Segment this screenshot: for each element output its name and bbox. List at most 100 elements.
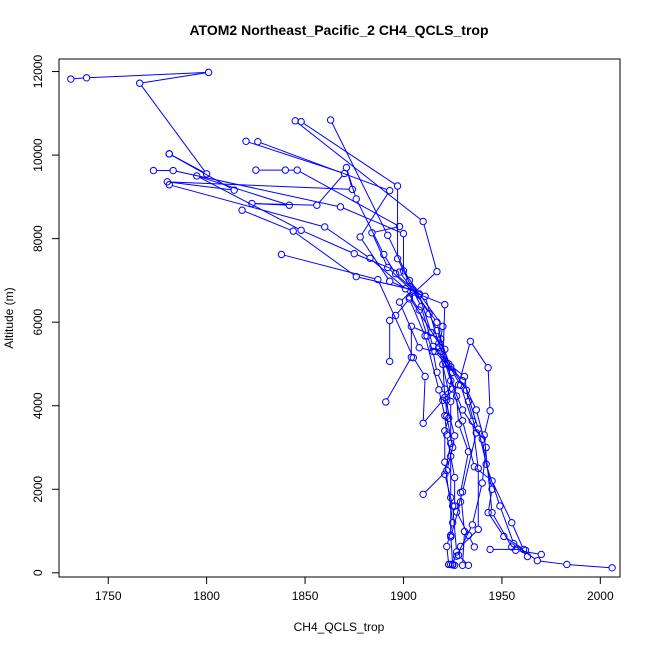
data-point [252, 166, 260, 174]
data-point [439, 322, 447, 331]
data-point [202, 170, 211, 178]
series-segment [425, 338, 439, 387]
data-point [523, 552, 532, 561]
data-point [470, 463, 479, 471]
series-segment [359, 276, 411, 290]
series-segment [400, 304, 419, 345]
y-tick-label: 12000 [31, 55, 45, 89]
y-tick-label: 8000 [31, 225, 45, 252]
data-point [441, 427, 449, 435]
data-point [508, 518, 516, 527]
series-segment [512, 525, 523, 547]
data-point [474, 525, 482, 534]
data-point [384, 263, 392, 272]
series-segment [422, 347, 432, 352]
series-segment [299, 171, 397, 226]
data-point [136, 79, 144, 87]
data-point [393, 182, 402, 190]
series-segment [482, 450, 487, 480]
series-segment [442, 307, 446, 362]
data-point [563, 560, 571, 569]
data-point [165, 181, 173, 189]
data-point [443, 431, 451, 439]
y-tick-label: 10000 [31, 138, 45, 172]
data-point [474, 464, 482, 473]
data-point [441, 412, 449, 420]
data-point [484, 508, 492, 517]
data-point [537, 550, 545, 559]
series-segment [141, 85, 206, 172]
series-segment [442, 367, 446, 395]
data-point [464, 397, 473, 406]
data-point [366, 254, 374, 262]
y-axis: 0 2000 4000 6000 8000 10000 12000 [31, 55, 59, 576]
series-segment [397, 275, 418, 294]
series-segment [486, 467, 500, 504]
series-segment [444, 386, 457, 399]
data-point [458, 406, 467, 414]
data-point [445, 414, 453, 422]
data-point [496, 502, 504, 510]
series-segment [447, 525, 453, 544]
data-point [511, 546, 520, 554]
data-point [368, 229, 376, 237]
data-point [466, 337, 475, 346]
data-point [384, 231, 392, 239]
series-segment [500, 508, 514, 541]
data-point [433, 368, 441, 377]
data-point [450, 432, 459, 440]
series-segment [446, 375, 453, 397]
series-segment [462, 435, 477, 489]
data-point [419, 419, 427, 427]
x-tick-label: 1850 [292, 589, 319, 603]
series-segment [318, 175, 343, 204]
series-segment [444, 465, 453, 520]
series-segment [457, 514, 468, 533]
series-segment [372, 235, 387, 265]
series-segment [255, 203, 287, 206]
y-tick-label: 2000 [31, 476, 45, 503]
data-point [321, 223, 329, 231]
series-segment [357, 201, 383, 252]
data-point [429, 347, 437, 356]
series-segment [444, 418, 447, 432]
data-point [293, 166, 301, 174]
series-segment [199, 176, 287, 205]
data-point [297, 117, 305, 126]
series-segment [386, 359, 411, 400]
data-point [254, 138, 262, 146]
data-point [447, 397, 455, 406]
series-segment [420, 296, 442, 325]
series-segment [295, 232, 354, 276]
data-point [281, 166, 290, 174]
data-point [478, 479, 486, 487]
x-tick-label: 1750 [95, 589, 122, 603]
data-point [445, 360, 453, 368]
data-point [415, 290, 423, 298]
series-segment [484, 438, 493, 510]
data-point [165, 150, 173, 158]
series-segment [518, 550, 539, 555]
data-point [385, 316, 394, 325]
series-segment [460, 557, 467, 564]
series-layer [67, 68, 616, 572]
data-point [441, 300, 449, 309]
x-tick-label: 1950 [489, 589, 516, 603]
plot-frame [58, 58, 621, 578]
series-segment [401, 291, 412, 301]
data-point [340, 169, 349, 178]
series-segment [423, 224, 437, 269]
series-segment [451, 383, 462, 408]
data-point [448, 560, 457, 569]
data-point [433, 267, 441, 276]
data-point [433, 326, 441, 335]
series-segment [460, 495, 465, 529]
data-point [447, 439, 455, 448]
series-segment [424, 402, 442, 422]
data-point [443, 542, 451, 551]
series-segment [327, 228, 368, 257]
data-point [326, 116, 335, 124]
series-segment [460, 454, 469, 490]
